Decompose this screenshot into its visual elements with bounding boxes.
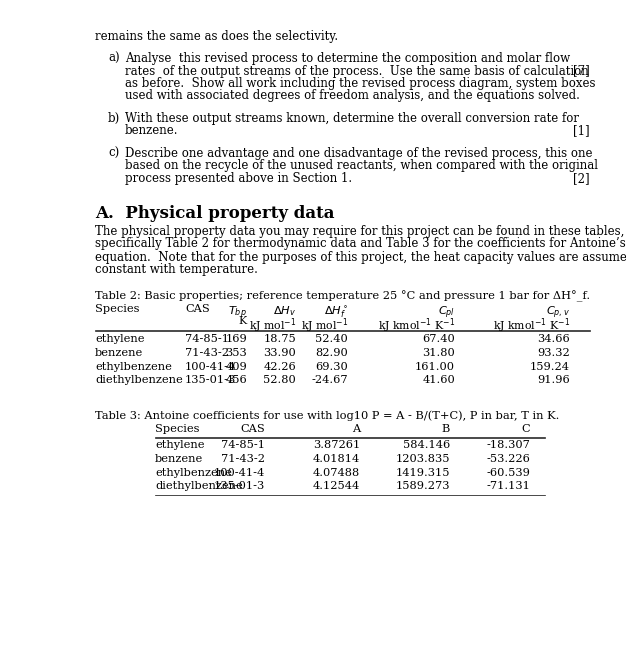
Text: The physical property data you may require for this project can be found in thes: The physical property data you may requi… [95, 224, 624, 238]
Text: remains the same as does the selectivity.: remains the same as does the selectivity… [95, 30, 338, 43]
Text: equation.  Note that for the purposes of this project, the heat capacity values : equation. Note that for the purposes of … [95, 250, 626, 264]
Text: c): c) [108, 147, 119, 160]
Text: Table 3: Antoine coefficients for use with log10 P = A - B/(T+C), P in bar, T in: Table 3: Antoine coefficients for use wi… [95, 410, 560, 421]
Text: C: C [521, 424, 530, 434]
Text: kJ kmol$^{-1}$ K$^{-1}$: kJ kmol$^{-1}$ K$^{-1}$ [493, 316, 570, 335]
Text: 74-85-1: 74-85-1 [185, 334, 229, 344]
Text: benzene.: benzene. [125, 125, 178, 137]
Text: Table 2: Basic properties; reference temperature 25 °C and pressure 1 bar for ΔH: Table 2: Basic properties; reference tem… [95, 290, 590, 302]
Text: specifically Table 2 for thermodynamic data and Table 3 for the coefficients for: specifically Table 2 for thermodynamic d… [95, 238, 626, 250]
Text: $\Delta H_v$: $\Delta H_v$ [273, 304, 296, 318]
Text: 71-43-2: 71-43-2 [221, 454, 265, 464]
Text: 33.90: 33.90 [264, 348, 296, 358]
Text: B: B [441, 424, 450, 434]
Text: 91.96: 91.96 [537, 375, 570, 385]
Text: ethylbenzene: ethylbenzene [95, 362, 172, 372]
Text: kJ kmol$^{-1}$ K$^{-1}$: kJ kmol$^{-1}$ K$^{-1}$ [378, 316, 455, 335]
Text: 67.40: 67.40 [423, 334, 455, 344]
Text: A: A [352, 424, 360, 434]
Text: rates  of the output streams of the process.  Use the same basis of calculation: rates of the output streams of the proce… [125, 65, 588, 77]
Text: $\Delta H_f^\circ$: $\Delta H_f^\circ$ [324, 304, 348, 320]
Text: Species: Species [155, 424, 200, 434]
Text: 159.24: 159.24 [530, 362, 570, 372]
Text: -60.539: -60.539 [486, 468, 530, 478]
Text: 161.00: 161.00 [415, 362, 455, 372]
Text: 456: 456 [225, 375, 247, 385]
Text: benzene: benzene [155, 454, 203, 464]
Text: process presented above in Section 1.: process presented above in Section 1. [125, 172, 352, 185]
Text: 1419.315: 1419.315 [396, 468, 450, 478]
Text: 409: 409 [225, 362, 247, 372]
Text: $T_{bp}$: $T_{bp}$ [228, 304, 247, 321]
Text: 353: 353 [225, 348, 247, 358]
Text: -24.67: -24.67 [311, 375, 348, 385]
Text: 584.146: 584.146 [403, 440, 450, 450]
Text: kJ mol$^{-1}$: kJ mol$^{-1}$ [249, 316, 296, 335]
Text: $C_{p,v}$: $C_{p,v}$ [546, 304, 570, 321]
Text: Describe one advantage and one disadvantage of the revised process, this one: Describe one advantage and one disadvant… [125, 147, 592, 160]
Text: K: K [239, 316, 247, 326]
Text: 82.90: 82.90 [316, 348, 348, 358]
Text: a): a) [108, 52, 120, 65]
Text: 169: 169 [225, 334, 247, 344]
Text: 4.12544: 4.12544 [313, 481, 360, 491]
Text: ethylene: ethylene [95, 334, 145, 344]
Text: 34.66: 34.66 [537, 334, 570, 344]
Text: With these output streams known, determine the overall conversion rate for: With these output streams known, determi… [125, 112, 579, 125]
Text: ethylene: ethylene [155, 440, 205, 450]
Text: 52.80: 52.80 [264, 375, 296, 385]
Text: 100-41-4: 100-41-4 [213, 468, 265, 478]
Text: [1]: [1] [573, 125, 590, 137]
Text: -18.307: -18.307 [486, 440, 530, 450]
Text: 93.32: 93.32 [537, 348, 570, 358]
Text: -71.131: -71.131 [486, 481, 530, 491]
Text: 3.87261: 3.87261 [313, 440, 360, 450]
Text: kJ mol$^{-1}$: kJ mol$^{-1}$ [300, 316, 348, 335]
Text: 135-01-3: 135-01-3 [213, 481, 265, 491]
Text: b): b) [108, 112, 120, 125]
Text: $C_{pl}$: $C_{pl}$ [438, 304, 455, 321]
Text: ethylbenzene: ethylbenzene [155, 468, 232, 478]
Text: Species: Species [95, 304, 140, 314]
Text: 41.60: 41.60 [423, 375, 455, 385]
Text: 18.75: 18.75 [264, 334, 296, 344]
Text: 71-43-2: 71-43-2 [185, 348, 229, 358]
Text: 1589.273: 1589.273 [396, 481, 450, 491]
Text: [7]: [7] [573, 65, 590, 77]
Text: 4.07488: 4.07488 [313, 468, 360, 478]
Text: A.  Physical property data: A. Physical property data [95, 204, 334, 222]
Text: 69.30: 69.30 [316, 362, 348, 372]
Text: based on the recycle of the unused reactants, when compared with the original: based on the recycle of the unused react… [125, 159, 598, 172]
Text: constant with temperature.: constant with temperature. [95, 264, 258, 276]
Text: 52.40: 52.40 [316, 334, 348, 344]
Text: 74-85-1: 74-85-1 [221, 440, 265, 450]
Text: as before.  Show all work including the revised process diagram, system boxes: as before. Show all work including the r… [125, 77, 595, 90]
Text: diethylbenzene: diethylbenzene [155, 481, 243, 491]
Text: -53.226: -53.226 [486, 454, 530, 464]
Text: Analyse  this revised process to determine the composition and molar flow: Analyse this revised process to determin… [125, 52, 570, 65]
Text: CAS: CAS [240, 424, 265, 434]
Text: 4.01814: 4.01814 [313, 454, 360, 464]
Text: CAS: CAS [185, 304, 210, 314]
Text: 31.80: 31.80 [423, 348, 455, 358]
Text: 42.26: 42.26 [264, 362, 296, 372]
Text: 135-01-3: 135-01-3 [185, 375, 236, 385]
Text: [2]: [2] [573, 172, 590, 185]
Text: 100-41-4: 100-41-4 [185, 362, 236, 372]
Text: 1203.835: 1203.835 [396, 454, 450, 464]
Text: benzene: benzene [95, 348, 143, 358]
Text: used with associated degrees of freedom analysis, and the equations solved.: used with associated degrees of freedom … [125, 89, 580, 103]
Text: diethylbenzene: diethylbenzene [95, 375, 183, 385]
